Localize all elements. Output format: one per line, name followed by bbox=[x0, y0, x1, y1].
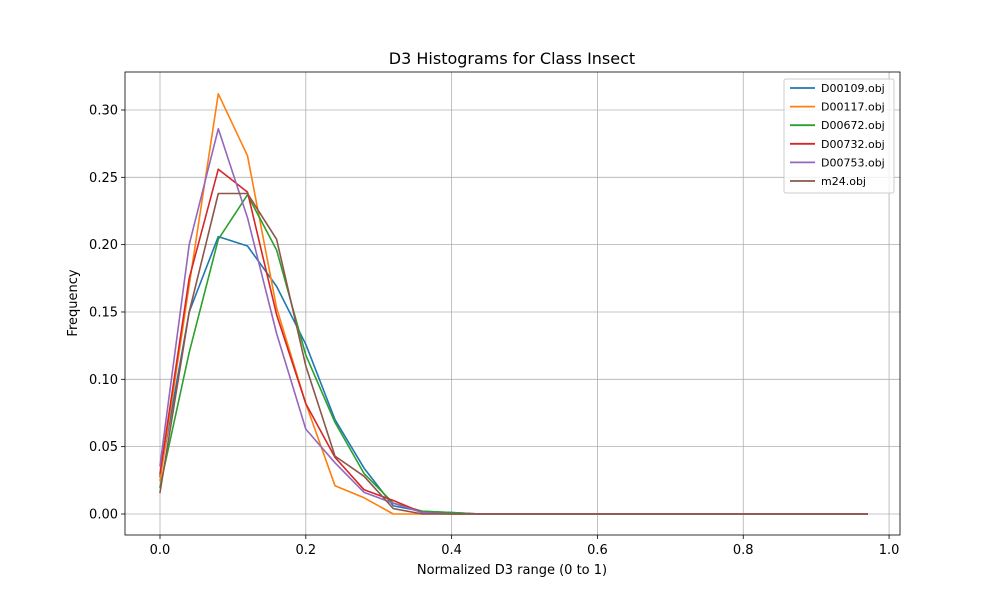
x-tick-label: 0.6 bbox=[587, 543, 608, 558]
x-tick-label: 1.0 bbox=[879, 543, 900, 558]
y-tick-label: 0.25 bbox=[89, 171, 118, 186]
y-tick-label: 0.00 bbox=[89, 507, 118, 522]
legend-label: D00753.obj bbox=[821, 156, 885, 169]
series-line-d00109-obj bbox=[159, 235, 869, 515]
series-line-m24-obj bbox=[159, 192, 869, 515]
legend-label: D00732.obj bbox=[821, 138, 885, 151]
x-tick-label: 0.0 bbox=[150, 543, 171, 558]
y-tick-label: 0.05 bbox=[89, 440, 118, 455]
series-line-d00753-obj bbox=[159, 128, 869, 515]
series-line-d00732-obj bbox=[159, 168, 869, 515]
y-tick-label: 0.10 bbox=[89, 373, 118, 388]
series-lines bbox=[159, 93, 869, 515]
series-line-d00672-obj bbox=[159, 194, 869, 515]
y-axis-ticks: 0.00 0.05 0.10 0.15 0.20 0.25 0.30 bbox=[89, 103, 125, 522]
plot-area-frame bbox=[124, 71, 901, 536]
x-axis-ticks: 0.0 0.2 0.4 0.6 0.8 1.0 bbox=[150, 535, 900, 558]
y-tick-label: 0.15 bbox=[89, 305, 118, 320]
x-tick-label: 0.8 bbox=[733, 543, 754, 558]
x-axis-label: Normalized D3 range (0 to 1) bbox=[417, 563, 607, 578]
y-tick-label: 0.20 bbox=[89, 238, 118, 253]
series-line-d00117-obj bbox=[159, 93, 869, 515]
chart-title: D3 Histograms for Class Insect bbox=[389, 49, 635, 68]
legend-label: D00117.obj bbox=[821, 101, 885, 114]
y-tick-label: 0.30 bbox=[89, 103, 118, 118]
x-tick-label: 0.4 bbox=[441, 543, 462, 558]
legend-label: D00672.obj bbox=[821, 119, 885, 132]
legend-label: m24.obj bbox=[821, 175, 866, 188]
y-axis-label: Frequency bbox=[66, 269, 81, 336]
legend-label: D00109.obj bbox=[821, 82, 885, 95]
x-tick-label: 0.2 bbox=[295, 543, 316, 558]
legend: D00109.obj D00117.obj D00672.obj D00732.obj… bbox=[783, 78, 895, 194]
